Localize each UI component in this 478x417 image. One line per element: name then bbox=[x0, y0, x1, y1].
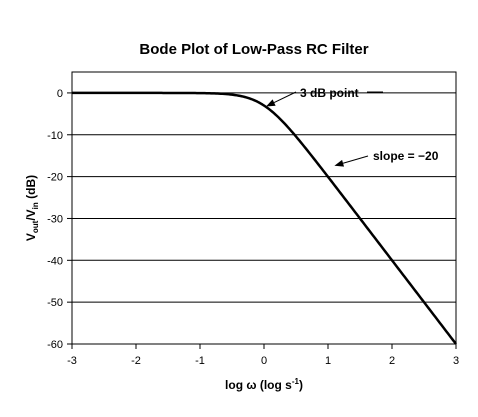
y-axis-title-sub-in: in bbox=[31, 202, 40, 209]
gridlines bbox=[72, 92, 456, 303]
x-tick-label: 0 bbox=[261, 355, 267, 367]
y-axis-title: Vout/Vin (dB) bbox=[24, 175, 40, 241]
y-axis-title-sub-out: out bbox=[31, 220, 40, 233]
y-axis-title-slash-v: /V bbox=[24, 209, 38, 220]
chart-title: Bode Plot of Low-Pass RC Filter bbox=[139, 41, 368, 58]
y-tick-label: 0 bbox=[57, 88, 63, 100]
y-tick-label: -60 bbox=[47, 339, 63, 351]
x-tick-label: 2 bbox=[389, 355, 395, 367]
y-axis-ticks: 0 -10 -20 -30 -40 -50 -60 bbox=[47, 88, 72, 351]
gain-curve-line bbox=[72, 91, 457, 345]
x-axis-title-close: ) bbox=[299, 378, 303, 392]
y-axis-title-unit: (dB) bbox=[24, 175, 38, 202]
x-axis-title: log ω (log s-1) bbox=[225, 377, 303, 392]
y-tick-label: -50 bbox=[47, 297, 63, 309]
annotations: 3 dB point slope = −20 bbox=[266, 86, 439, 167]
y-tick-label: -20 bbox=[47, 172, 63, 184]
annotation-slope-arrowhead bbox=[334, 159, 345, 167]
annotation-slope-leader bbox=[342, 155, 369, 164]
x-axis-title-main: log ω (log s bbox=[225, 378, 292, 392]
x-tick-label: -3 bbox=[67, 355, 77, 367]
y-tick-label: -40 bbox=[47, 255, 63, 267]
annotation-3db-leader bbox=[273, 91, 297, 104]
x-axis-ticks: -3 -2 -1 0 1 2 3 bbox=[67, 344, 459, 367]
plot-area-frame bbox=[71, 71, 457, 345]
annotation-slope-label: slope = −20 bbox=[373, 149, 439, 163]
annotation-3db-label: 3 dB point bbox=[300, 86, 359, 100]
x-tick-label: 3 bbox=[453, 355, 459, 367]
y-axis-title-v-out: V bbox=[24, 233, 38, 241]
y-tick-label: -10 bbox=[47, 130, 63, 142]
y-tick-label: -30 bbox=[47, 213, 63, 225]
x-tick-label: -1 bbox=[195, 355, 205, 367]
x-axis-title-superscript: -1 bbox=[292, 377, 300, 386]
x-tick-label: 1 bbox=[325, 355, 331, 367]
x-tick-label: -2 bbox=[131, 355, 141, 367]
annotation-3db-arrowhead bbox=[266, 99, 276, 107]
